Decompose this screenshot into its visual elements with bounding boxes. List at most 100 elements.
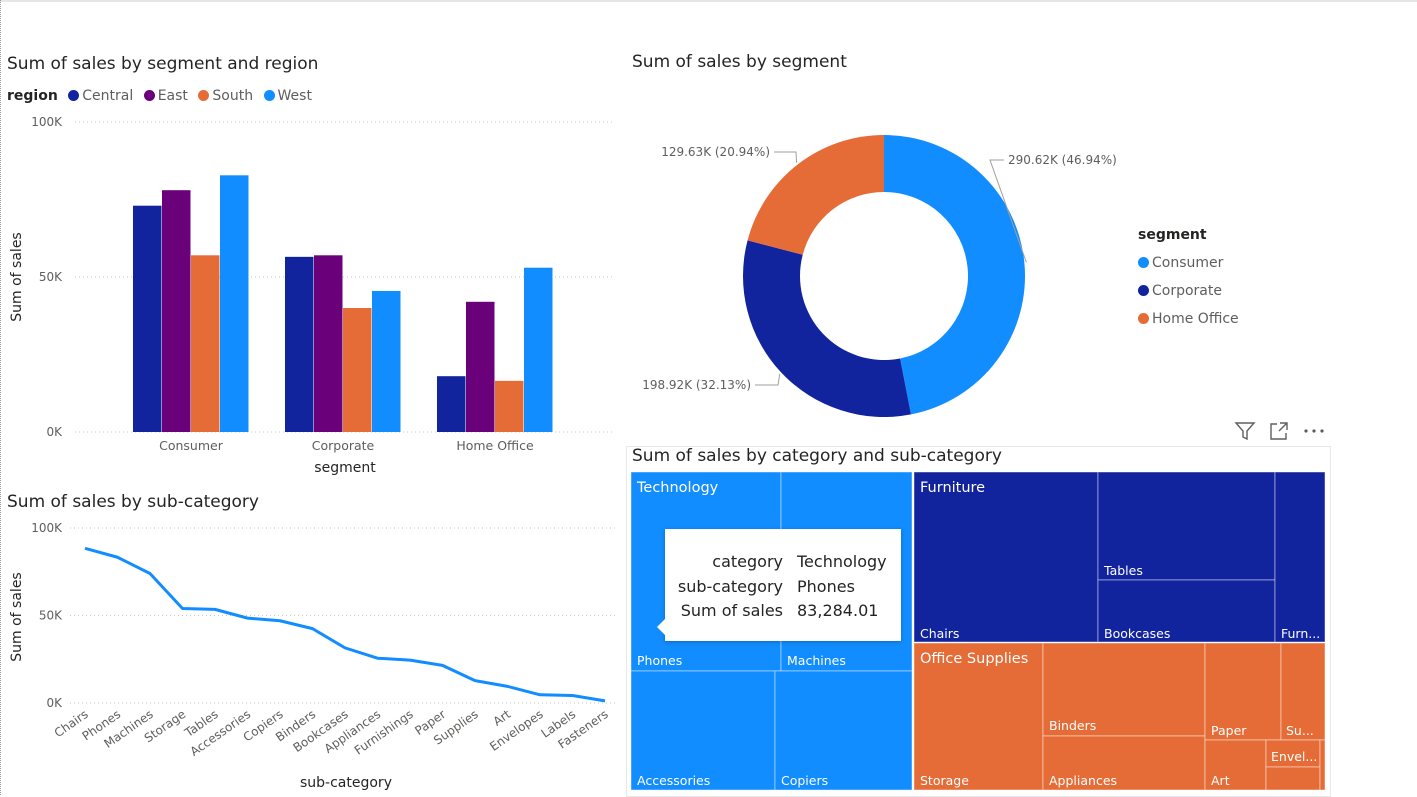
treemap-cell-label: Envel... [1271,749,1317,764]
bar-south [495,380,524,432]
x-axis-label: sub-category [300,775,392,791]
data-label-leader [774,151,798,163]
legend-item-central[interactable]: Central [68,88,133,104]
bar-chart-visual[interactable]: Sum of sales by segment and region regio… [0,40,620,480]
donut-slice-consumer [884,135,1025,415]
treemap-cell [1042,642,1206,737]
legend-item-south[interactable]: South [198,88,253,104]
bar-west [220,175,249,432]
data-label: 290.62K (46.94%) [1008,153,1117,167]
treemap-cell-label: Machines [787,653,846,668]
y-tick-label: 100K [31,115,63,129]
treemap-cell-label: Binders [1049,718,1096,733]
y-tick-label: 50K [39,609,63,623]
treemap-cell-label: Appliances [1049,773,1117,788]
y-tick-label: 100K [31,521,63,535]
bar-west [524,267,553,432]
bar-west [372,290,401,432]
treemap-cell [1042,735,1206,791]
treemap-cell-label: Phones [637,653,682,668]
data-label: 198.92K (32.13%) [642,378,751,392]
x-tick-label: Corporate [312,438,375,453]
treemap-cell [1097,579,1276,643]
treemap-cell-label: Art [1211,773,1230,788]
bar-chart-title: Sum of sales by segment and region [7,54,319,74]
bar-east [466,301,495,432]
donut-chart-plot: 290.62K (46.94%) 198.92K (32.13%) 129.63K … [642,135,1117,418]
visual-header-toolbar [1230,420,1330,444]
canvas-left-edge [0,0,1,795]
bar-east [314,255,343,432]
treemap-cell-label: Paper [1211,723,1247,738]
treemap-cell-label: Chairs [920,626,959,641]
treemap-cell [630,670,776,791]
treemap-cell [1319,739,1326,791]
treemap-group-label: Furniture [920,480,985,496]
y-axis-label: Sum of sales [9,572,25,661]
donut-legend: segment Consumer Corporate Home Office [1138,227,1239,333]
donut-legend-title: segment [1138,227,1207,243]
treemap-cell [1274,471,1326,643]
legend-item-home-office[interactable]: Home Office [1138,305,1239,333]
treemap-group-label: Technology [636,480,719,496]
data-label-leader [755,373,781,386]
treemap-cell [1265,739,1321,768]
bar-chart-legend: region Central East South West [7,88,318,104]
tooltip-value: Technology [797,552,887,571]
more-options-icon[interactable] [1302,420,1326,446]
treemap-cell-label: Storage [920,773,969,788]
focus-mode-icon[interactable] [1268,420,1290,446]
treemap-cell-label: Furn... [1281,626,1320,641]
legend-dot [263,90,275,101]
legend-dot [68,90,80,101]
line-chart-title: Sum of sales by sub-category [7,492,259,512]
legend-dot [1138,285,1149,296]
treemap-cell-label: Tables [1103,563,1143,578]
treemap-cell-label: Accessories [637,773,710,788]
donut-slice-home-office [747,135,884,255]
treemap-group-label: Office Supplies [920,651,1028,667]
y-tick-label: 0K [46,696,63,710]
legend-item-west[interactable]: West [263,88,312,104]
y-axis-label: Sum of sales [9,232,25,321]
treemap-cell [774,670,913,791]
tooltip-key: category [712,552,783,571]
legend-item-east[interactable]: East [143,88,188,104]
x-tick-label: Consumer [159,438,224,453]
y-tick-label: 50K [39,270,63,284]
line-chart-plot: 0K50K100KChairsPhonesMachinesStorageTabl… [9,521,615,791]
x-axis-label: segment [314,460,376,476]
bar-south [191,255,220,432]
treemap-cell-label: Bookcases [1104,626,1170,641]
treemap-cell [1265,766,1321,791]
tooltip-key: Sum of sales [680,601,783,620]
legend-title: region [7,88,58,104]
line-series-sales [84,546,606,703]
bar-east [162,190,191,432]
bar-south [343,308,372,432]
legend-item-corporate[interactable]: Corporate [1138,277,1239,305]
treemap-cell-label: Su... [1286,723,1314,738]
bar-chart-plot: 0K 50K 100K Consumer Corporate Home Office seg… [9,115,615,476]
legend-item-consumer[interactable]: Consumer [1138,249,1239,277]
legend-dot [143,90,155,101]
treemap-cell [1097,471,1276,581]
donut-chart-title: Sum of sales by segment [632,52,847,72]
data-label-leader [989,159,1027,263]
tooltip-value: Phones [797,577,855,596]
tooltip-arrow [657,619,665,635]
treemap-cell [913,471,1099,643]
filter-icon[interactable] [1234,420,1256,446]
data-label: 129.63K (20.94%) [661,145,770,159]
treemap-tooltip: category Technology sub-category Phones … [657,529,901,641]
bar-central [133,205,162,432]
treemap-title: Sum of sales by category and sub-categor… [632,446,1002,466]
canvas-top-edge [0,0,1417,2]
tooltip-value: 83,284.01 [797,601,879,620]
treemap-cell [1204,739,1267,791]
legend-dot [1138,313,1149,324]
bar-central [285,256,314,432]
legend-dot [198,90,210,101]
donut-slice-corporate [743,240,911,418]
